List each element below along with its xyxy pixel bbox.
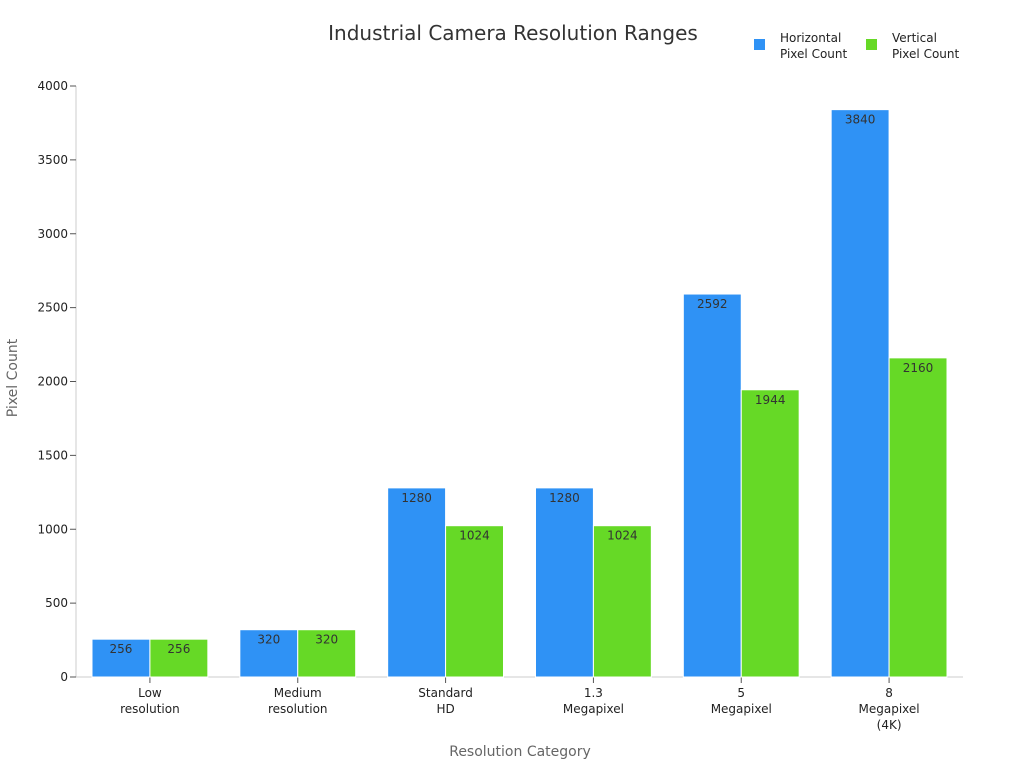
y-tick-label: 0: [60, 670, 68, 684]
data-label: 1024: [607, 529, 638, 543]
legend-swatch: [754, 39, 765, 50]
x-tick-label-line: (4K): [877, 718, 902, 732]
x-tick-label-line: resolution: [268, 702, 328, 716]
data-label: 3840: [845, 113, 876, 127]
y-tick-label: 1500: [37, 448, 68, 462]
data-label: 320: [315, 633, 338, 647]
data-label: 256: [167, 642, 190, 656]
data-label: 1944: [755, 393, 786, 407]
bar-horizontal: [682, 293, 742, 678]
data-label: 1280: [549, 491, 580, 505]
bar-vertical: [149, 638, 209, 678]
bar-vertical: [592, 525, 652, 678]
y-axis-title: Pixel Count: [5, 338, 21, 417]
x-tick-label-line: Standard: [418, 686, 473, 700]
x-tick-label-line: resolution: [120, 702, 180, 716]
y-tick-label: 3500: [37, 153, 68, 167]
legend-label-line: Horizontal: [780, 31, 841, 45]
bars: [91, 109, 948, 678]
legend-item: Horizontal Pixel Count: [754, 31, 848, 61]
x-axis-title: Resolution Category: [449, 744, 591, 760]
x-tick-label-line: 5: [737, 686, 745, 700]
x-tick-label: Standard HD: [418, 686, 473, 716]
bar-horizontal: [91, 638, 151, 678]
legend-label-line: Pixel Count: [780, 47, 848, 61]
y-tick-label: 500: [45, 596, 68, 610]
x-tick-label: 5 Megapixel: [711, 686, 772, 716]
bar-horizontal: [387, 487, 447, 678]
legend: Horizontal Pixel Count Vertical Pixel Count: [754, 31, 960, 61]
x-tick-label-line: Megapixel: [859, 702, 920, 716]
data-label: 2592: [697, 297, 728, 311]
x-tick-label-line: Medium: [274, 686, 322, 700]
x-tick-label: 1.3 Megapixel: [563, 686, 624, 716]
legend-label-line: Vertical: [892, 31, 937, 45]
x-tick-label: 8 Megapixel (4K): [859, 686, 920, 732]
y-axis: 0 500 1000 1500 2000 2500 3000 3500 4000: [37, 79, 77, 684]
bar-horizontal: [830, 109, 890, 678]
legend-swatch: [866, 39, 877, 50]
chart-title: Industrial Camera Resolution Ranges: [328, 21, 698, 45]
data-labels: 256 256 320 320 1280 1024 1280 1024 2592 1944 3840…: [110, 113, 934, 657]
y-tick-label: 2500: [37, 301, 68, 315]
y-tick-label: 3000: [37, 227, 68, 241]
legend-item: Vertical Pixel Count: [866, 31, 960, 61]
x-tick-label-line: Low: [138, 686, 162, 700]
x-tick-label: Low resolution: [120, 686, 180, 716]
data-label: 320: [257, 633, 280, 647]
legend-label-line: Pixel Count: [892, 47, 960, 61]
legend-label: Vertical Pixel Count: [892, 31, 960, 61]
x-tick-label-line: 1.3: [584, 686, 603, 700]
legend-label: Horizontal Pixel Count: [780, 31, 848, 61]
x-tick-label-line: HD: [436, 702, 454, 716]
bar-vertical: [888, 357, 948, 678]
x-tick-label-line: 8: [885, 686, 893, 700]
bar-vertical: [445, 525, 505, 678]
x-tick-label: Medium resolution: [268, 686, 328, 716]
data-label: 1280: [401, 491, 432, 505]
y-tick-label: 2000: [37, 375, 68, 389]
data-label: 2160: [903, 361, 934, 375]
bar-horizontal: [239, 629, 299, 678]
data-label: 1024: [459, 529, 490, 543]
bar-vertical: [740, 389, 800, 678]
x-tick-label-line: Megapixel: [711, 702, 772, 716]
bar-horizontal: [535, 487, 594, 678]
y-tick-label: 4000: [37, 79, 68, 93]
y-tick-label: 1000: [37, 522, 68, 536]
bar-vertical: [297, 629, 357, 678]
data-label: 256: [110, 642, 133, 656]
x-tick-label-line: Megapixel: [563, 702, 624, 716]
x-axis: Low resolution Medium resolution Standard HD 1…: [76, 676, 963, 732]
